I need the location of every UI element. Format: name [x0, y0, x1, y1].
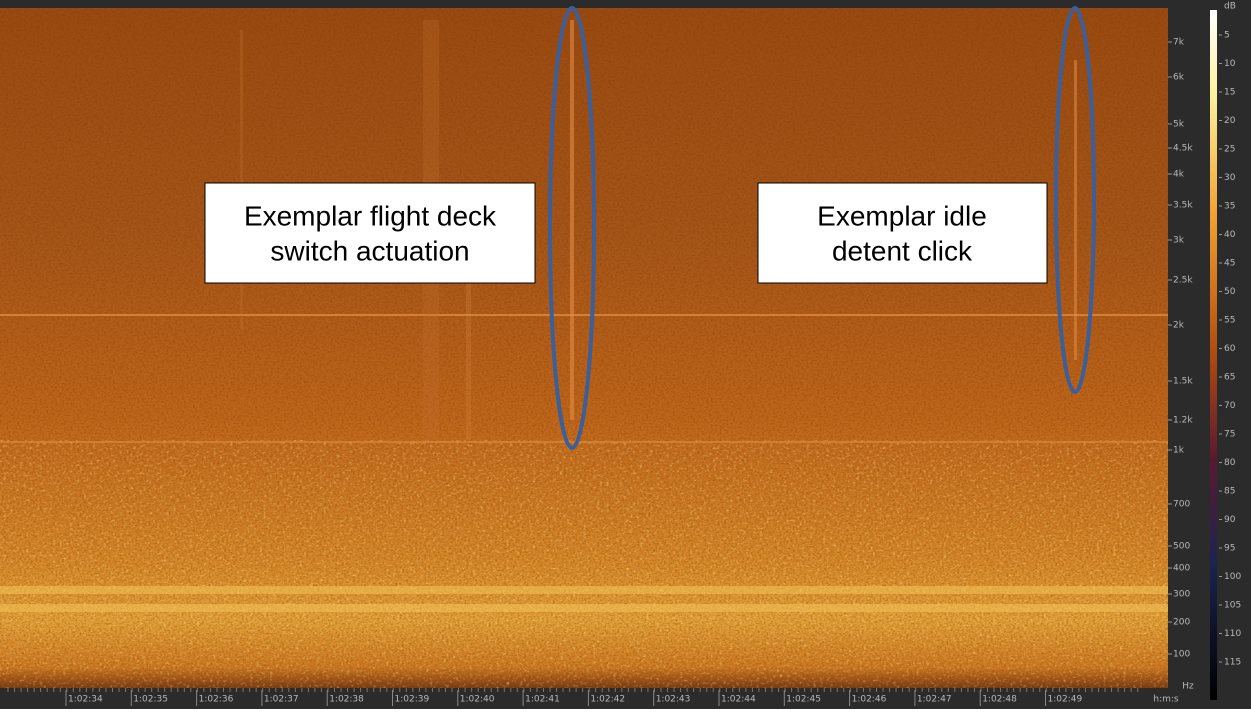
- frequency-label: 2k: [1173, 321, 1185, 331]
- db-label: 30: [1224, 173, 1236, 183]
- db-label: 60: [1224, 344, 1236, 354]
- db-label: 45: [1224, 259, 1235, 269]
- db-label: 75: [1224, 430, 1235, 440]
- frequency-label: 300: [1173, 590, 1190, 600]
- time-label: 1:02:47: [917, 695, 952, 705]
- time-label: 1:02:38: [329, 695, 364, 705]
- db-label: 115: [1224, 658, 1241, 668]
- db-label: 10: [1224, 59, 1236, 69]
- frequency-label: 700: [1173, 500, 1190, 510]
- db-label: 20: [1224, 116, 1236, 126]
- annotation-text: detent click: [832, 235, 973, 266]
- db-label: 105: [1224, 601, 1241, 611]
- db-label: 40: [1224, 230, 1236, 240]
- db-colorbar: [1210, 10, 1217, 700]
- time-label: 1:02:39: [395, 695, 430, 705]
- annotation-box: [758, 183, 1047, 283]
- frequency-unit: Hz: [1182, 682, 1194, 692]
- db-label: 70: [1224, 401, 1236, 411]
- frequency-label: 4k: [1173, 170, 1185, 180]
- db-label: 35: [1224, 202, 1235, 212]
- annotation-text: Exemplar idle: [817, 200, 987, 231]
- transient: [1074, 60, 1077, 360]
- frequency-label: 1.5k: [1173, 377, 1193, 387]
- annotation-text: switch actuation: [270, 235, 469, 266]
- time-label: 1:02:43: [656, 695, 691, 705]
- db-unit: dB: [1224, 2, 1236, 12]
- frequency-label: 400: [1173, 564, 1190, 574]
- time-unit: h:m:s: [1153, 695, 1179, 705]
- db-label: 65: [1224, 373, 1235, 383]
- transient: [570, 20, 574, 420]
- frequency-label: 1.2k: [1173, 416, 1193, 426]
- db-label: 85: [1224, 487, 1235, 497]
- time-label: 1:02:49: [1048, 695, 1083, 705]
- time-label: 1:02:40: [460, 695, 495, 705]
- time-label: 1:02:37: [264, 695, 299, 705]
- frequency-label: 6k: [1173, 73, 1185, 83]
- db-label: 5: [1224, 31, 1230, 41]
- time-label: 1:02:48: [982, 695, 1017, 705]
- time-label: 1:02:35: [133, 695, 168, 705]
- tone-line: [0, 314, 1168, 316]
- frequency-label: 1k: [1173, 446, 1185, 456]
- time-label: 1:02:41: [525, 695, 560, 705]
- db-label: 15: [1224, 88, 1235, 98]
- annotation-text: Exemplar flight deck: [244, 200, 497, 231]
- db-label: 100: [1224, 572, 1241, 582]
- db-label: 25: [1224, 145, 1235, 155]
- time-label: 1:02:36: [199, 695, 234, 705]
- frequency-label: 2.5k: [1173, 276, 1193, 286]
- frequency-label: 7k: [1173, 38, 1185, 48]
- time-label: 1:02:44: [721, 695, 756, 705]
- tone-line: [0, 441, 1168, 443]
- transient: [240, 30, 243, 330]
- spectral-view: Exemplar flight deck switch actuation Ex…: [0, 0, 1251, 709]
- db-label: 50: [1224, 287, 1236, 297]
- frequency-label: 100: [1173, 650, 1190, 660]
- frequency-label: 3k: [1173, 236, 1185, 246]
- frequency-label: 4.5k: [1173, 144, 1193, 154]
- db-label: 55: [1224, 316, 1235, 326]
- time-label: 1:02:45: [786, 695, 821, 705]
- annotation-box: [205, 183, 535, 283]
- frequency-label: 500: [1173, 542, 1190, 552]
- db-label: 90: [1224, 515, 1236, 525]
- time-label: 1:02:46: [852, 695, 887, 705]
- frequency-label: 200: [1173, 618, 1190, 628]
- frequency-label: 5k: [1173, 120, 1185, 130]
- frequency-label: 3.5k: [1173, 201, 1193, 211]
- time-label: 1:02:34: [68, 695, 103, 705]
- db-label: 80: [1224, 458, 1236, 468]
- band: [0, 604, 1168, 612]
- db-label: 95: [1224, 544, 1235, 554]
- band: [0, 586, 1168, 594]
- time-label: 1:02:42: [590, 695, 625, 705]
- db-label: 110: [1224, 629, 1241, 639]
